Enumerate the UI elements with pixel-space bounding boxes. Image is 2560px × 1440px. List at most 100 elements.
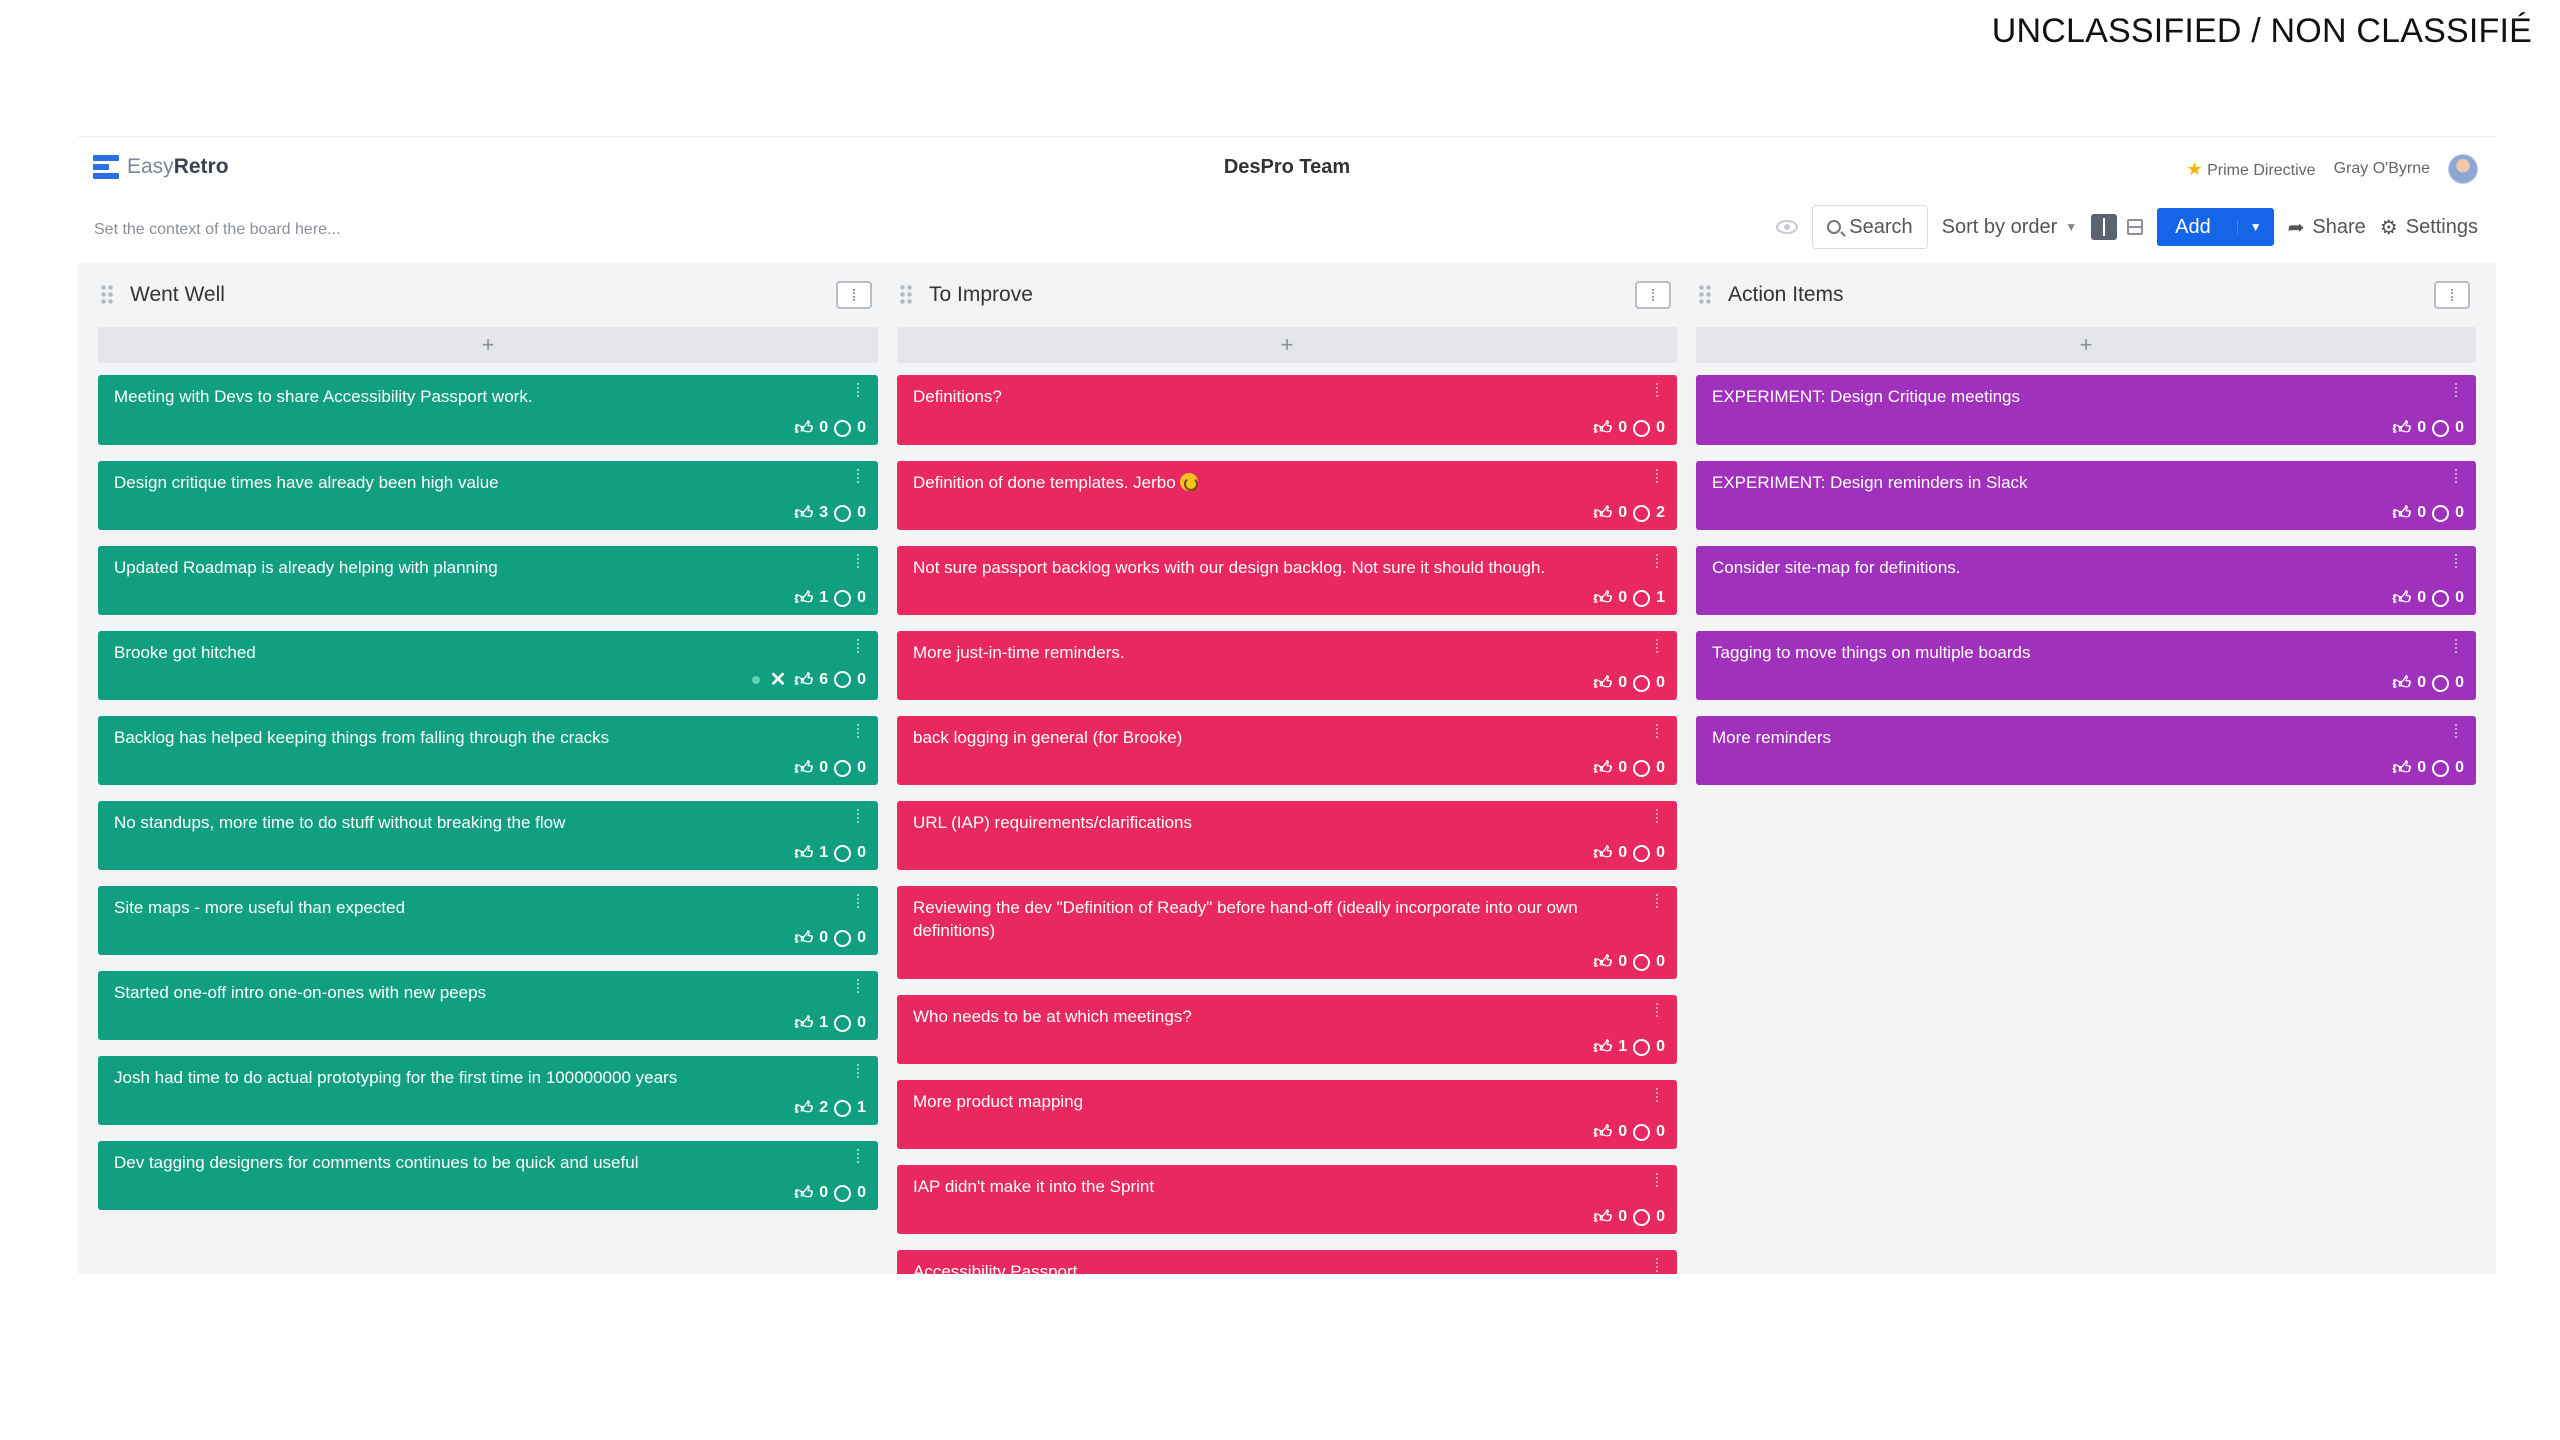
thumbs-up-icon[interactable]: 👍︎ bbox=[2392, 673, 2412, 693]
card[interactable]: Accessibility Passport bbox=[897, 1250, 1677, 1274]
card-menu-icon[interactable] bbox=[857, 554, 860, 568]
card[interactable]: Updated Roadmap is already helping with … bbox=[98, 546, 878, 615]
card-menu-icon[interactable] bbox=[857, 724, 860, 738]
thumbs-up-icon[interactable]: 👍︎ bbox=[794, 588, 814, 608]
add-button[interactable]: Add ▼ bbox=[2157, 208, 2274, 246]
thumbs-up-icon[interactable]: 👍︎ bbox=[794, 1183, 814, 1203]
comment-icon[interactable] bbox=[834, 671, 852, 688]
card-menu-icon[interactable] bbox=[1656, 554, 1659, 568]
search-button[interactable]: Search bbox=[1812, 205, 1928, 249]
comment-icon[interactable] bbox=[834, 419, 852, 437]
card-menu-icon[interactable] bbox=[857, 894, 860, 908]
thumbs-up-icon[interactable]: 👍︎ bbox=[2392, 588, 2412, 608]
card-menu-icon[interactable] bbox=[2455, 469, 2458, 483]
card[interactable]: Brooke got hitched ✕ 👍︎ 6 0 bbox=[98, 631, 878, 700]
comment-icon[interactable] bbox=[1633, 419, 1651, 437]
comment-icon[interactable] bbox=[834, 844, 852, 862]
thumbs-up-icon[interactable]: 👍︎ bbox=[1593, 1122, 1613, 1142]
comment-icon[interactable] bbox=[834, 1184, 852, 1202]
card[interactable]: Meeting with Devs to share Accessibility… bbox=[98, 375, 878, 445]
card-menu-icon[interactable] bbox=[1656, 809, 1659, 823]
card[interactable]: Consider site-map for definitions. 👍︎ 0 0 bbox=[1696, 546, 2476, 615]
card-menu-icon[interactable] bbox=[1656, 469, 1659, 483]
thumbs-up-icon[interactable]: 👍︎ bbox=[2392, 418, 2412, 438]
card-menu-icon[interactable] bbox=[857, 469, 860, 483]
card-menu-icon[interactable] bbox=[857, 1064, 860, 1078]
card[interactable]: Definitions? 👍︎ 0 0 bbox=[897, 375, 1677, 445]
drag-handle-icon[interactable] bbox=[899, 284, 913, 306]
comment-icon[interactable] bbox=[2432, 759, 2450, 777]
thumbs-up-icon[interactable]: 👍︎ bbox=[2392, 503, 2412, 523]
comment-icon[interactable] bbox=[1633, 674, 1651, 692]
thumbs-up-icon[interactable]: 👍︎ bbox=[1593, 843, 1613, 863]
card[interactable]: URL (IAP) requirements/clarifications 👍︎ 0… bbox=[897, 801, 1677, 870]
thumbs-up-icon[interactable]: 👍︎ bbox=[1593, 1207, 1613, 1227]
card[interactable]: EXPERIMENT: Design Critique meetings 👍︎ 0 0 bbox=[1696, 375, 2476, 445]
add-card-button[interactable]: + bbox=[1696, 327, 2476, 363]
add-card-button[interactable]: + bbox=[897, 327, 1677, 363]
settings-button[interactable]: ⚙ Settings bbox=[2380, 215, 2478, 240]
comment-icon[interactable] bbox=[1633, 504, 1651, 522]
card[interactable]: Tagging to move things on multiple board… bbox=[1696, 631, 2476, 700]
comment-icon[interactable] bbox=[834, 929, 852, 947]
card[interactable]: Design critique times have already been … bbox=[98, 461, 878, 530]
easyretro-logo[interactable]: EasyRetro bbox=[93, 153, 229, 181]
thumbs-up-icon[interactable]: 👍︎ bbox=[1593, 588, 1613, 608]
card[interactable]: Not sure passport backlog works with our… bbox=[897, 546, 1677, 615]
column-view-icon[interactable] bbox=[2091, 214, 2118, 240]
card-menu-icon[interactable] bbox=[857, 979, 860, 993]
card-menu-icon[interactable] bbox=[1656, 1003, 1659, 1017]
card[interactable]: Dev tagging designers for comments conti… bbox=[98, 1141, 878, 1210]
thumbs-up-icon[interactable]: 👍︎ bbox=[794, 503, 814, 523]
comment-icon[interactable] bbox=[1633, 1208, 1651, 1226]
comment-icon[interactable] bbox=[2432, 504, 2450, 522]
card[interactable]: More just-in-time reminders. 👍︎ 0 0 bbox=[897, 631, 1677, 700]
card[interactable]: Reviewing the dev "Definition of Ready" … bbox=[897, 886, 1677, 979]
card-menu-icon[interactable] bbox=[857, 383, 860, 397]
thumbs-up-icon[interactable]: 👍︎ bbox=[2392, 758, 2412, 778]
thumbs-up-icon[interactable]: 👍︎ bbox=[794, 1013, 814, 1033]
card[interactable]: Site maps - more useful than expected 👍︎ 0… bbox=[98, 886, 878, 955]
comment-icon[interactable] bbox=[834, 759, 852, 777]
card[interactable]: Definition of done templates. Jerbo 👍︎ 0 2 bbox=[897, 461, 1677, 530]
card-menu-icon[interactable] bbox=[857, 809, 860, 823]
card-menu-icon[interactable] bbox=[1656, 639, 1659, 653]
column-menu-icon[interactable] bbox=[2434, 281, 2470, 309]
thumbs-up-icon[interactable]: 👍︎ bbox=[794, 1098, 814, 1118]
add-card-button[interactable]: + bbox=[98, 327, 878, 363]
card-menu-icon[interactable] bbox=[1656, 1173, 1659, 1187]
card-menu-icon[interactable] bbox=[2455, 383, 2458, 397]
card-menu-icon[interactable] bbox=[2455, 639, 2458, 653]
comment-icon[interactable] bbox=[2432, 419, 2450, 437]
thumbs-up-icon[interactable]: 👍︎ bbox=[794, 758, 814, 778]
card[interactable]: No standups, more time to do stuff witho… bbox=[98, 801, 878, 870]
thumbs-up-icon[interactable]: 👍︎ bbox=[1593, 503, 1613, 523]
comment-icon[interactable] bbox=[1633, 1123, 1651, 1141]
thumbs-up-icon[interactable]: 👍︎ bbox=[794, 669, 814, 690]
comment-icon[interactable] bbox=[834, 1014, 852, 1032]
thumbs-up-icon[interactable]: 👍︎ bbox=[1593, 673, 1613, 693]
drag-handle-icon[interactable] bbox=[1698, 284, 1712, 306]
close-icon[interactable]: ✕ bbox=[769, 669, 787, 691]
card[interactable]: Started one-off intro one-on-ones with n… bbox=[98, 971, 878, 1040]
card-menu-icon[interactable] bbox=[1656, 724, 1659, 738]
column-menu-icon[interactable] bbox=[836, 281, 872, 309]
row-view-icon[interactable] bbox=[2127, 219, 2144, 235]
prime-directive-link[interactable]: ★ Prime Directive bbox=[2187, 159, 2316, 180]
comment-icon[interactable] bbox=[834, 589, 852, 607]
card[interactable]: Who needs to be at which meetings? 👍︎ 1 0 bbox=[897, 995, 1677, 1064]
comment-icon[interactable] bbox=[1633, 589, 1651, 607]
eye-icon[interactable] bbox=[1776, 220, 1799, 234]
card[interactable]: More reminders 👍︎ 0 0 bbox=[1696, 716, 2476, 785]
thumbs-up-icon[interactable]: 👍︎ bbox=[1593, 1037, 1613, 1057]
thumbs-up-icon[interactable]: 👍︎ bbox=[794, 418, 814, 438]
chevron-down-icon[interactable]: ▼ bbox=[2236, 220, 2274, 234]
card-menu-icon[interactable] bbox=[1656, 383, 1659, 397]
comment-icon[interactable] bbox=[834, 504, 852, 522]
card-menu-icon[interactable] bbox=[857, 1149, 860, 1163]
comment-icon[interactable] bbox=[1633, 844, 1651, 862]
card-menu-icon[interactable] bbox=[2455, 554, 2458, 568]
column-menu-icon[interactable] bbox=[1635, 281, 1671, 309]
card[interactable]: IAP didn't make it into the Sprint 👍︎ 0 0 bbox=[897, 1165, 1677, 1234]
card-menu-icon[interactable] bbox=[2455, 724, 2458, 738]
